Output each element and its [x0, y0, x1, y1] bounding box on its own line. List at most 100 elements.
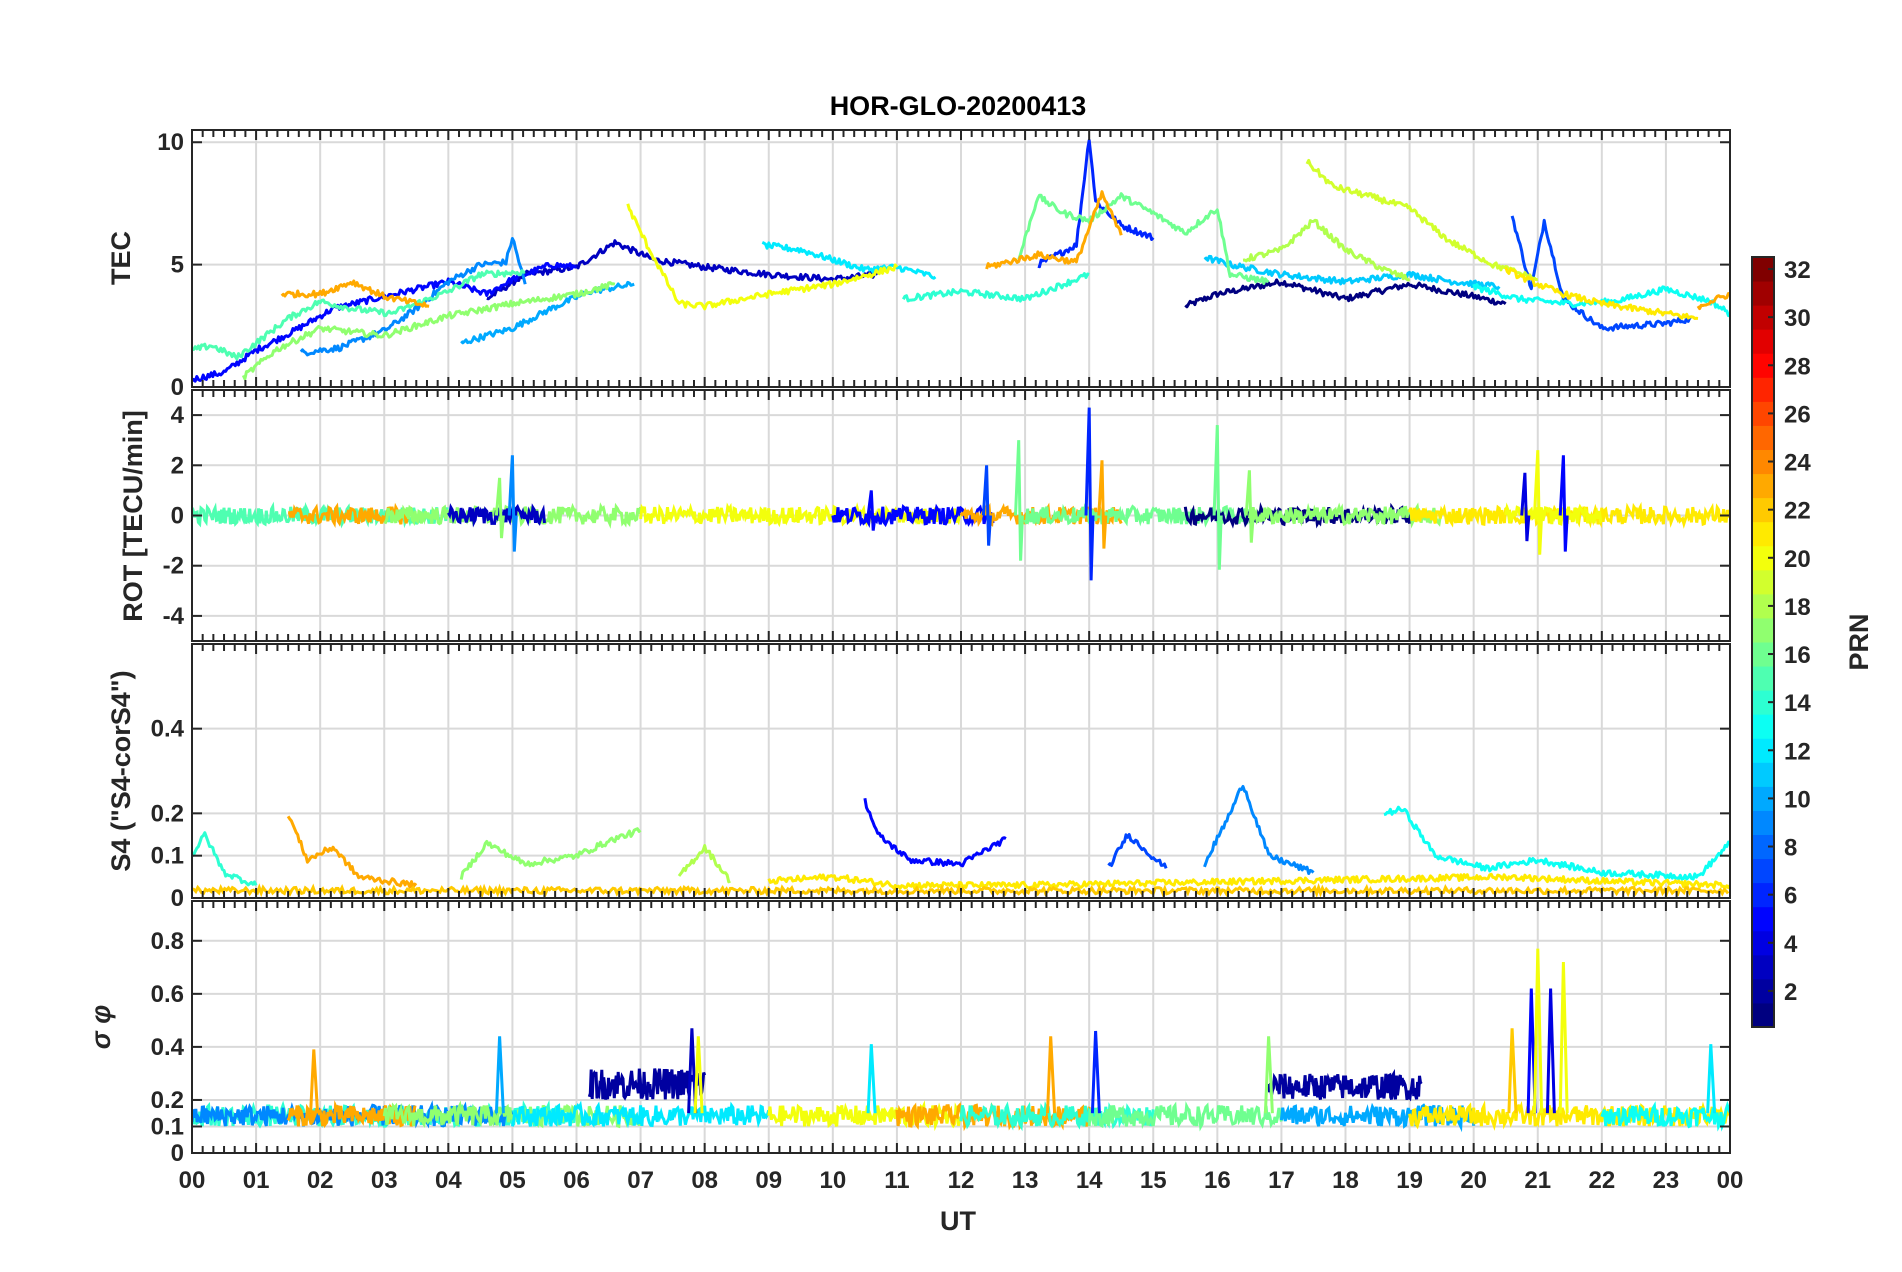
spike-prn-20	[1533, 450, 1544, 555]
spike-prn-5	[866, 490, 877, 531]
colorbar-level	[1752, 690, 1774, 715]
colorbar-tick-label: 28	[1784, 353, 1811, 380]
series-line-prn-23	[280, 279, 430, 308]
colorbar-level	[1752, 425, 1774, 450]
colorbar-level	[1752, 954, 1774, 980]
x-tick-label: 05	[499, 1167, 526, 1194]
y-tick-label: -2	[163, 553, 184, 580]
rot-trace-prn-5	[831, 503, 995, 528]
rot-trace-prn-3	[447, 503, 546, 528]
spike-prn-20	[1558, 961, 1569, 1114]
colorbar-level	[1752, 473, 1774, 499]
colorbar-level	[1752, 642, 1774, 667]
y-tick-label: 0.8	[151, 928, 184, 955]
colorbar-level	[1752, 305, 1774, 330]
y-tick-label: 0.1	[151, 1113, 184, 1140]
y-tick-label: 5	[171, 252, 184, 279]
spike-prn-17	[494, 477, 505, 539]
y-tick-label: 0	[171, 503, 184, 530]
x-tick-label: 07	[627, 1167, 654, 1194]
colorbar-tick-label: 18	[1784, 594, 1811, 621]
spike-prn-16	[1014, 440, 1024, 561]
x-tick-label: 16	[1204, 1167, 1231, 1194]
sigma-trace-prn-23	[286, 1100, 417, 1129]
spike-prn-20	[693, 1036, 704, 1114]
x-tick-label: 08	[691, 1167, 718, 1194]
spike-prn-16	[1212, 425, 1223, 570]
series-group	[192, 407, 1730, 581]
y-tick-label: 4	[171, 402, 185, 429]
y-tick-label: 10	[157, 129, 184, 156]
colorbar-level	[1752, 882, 1774, 908]
colorbar-level	[1752, 569, 1774, 595]
series-group	[192, 138, 1730, 383]
x-tick-label: 09	[755, 1167, 782, 1194]
y-tick-label: 2	[171, 452, 184, 479]
sigma-trace-prn-16	[1087, 1100, 1283, 1132]
colorbar-level	[1752, 786, 1774, 811]
x-axis-label: UT	[940, 1206, 976, 1236]
colorbar-level	[1752, 978, 1774, 1004]
y-tick-label: -4	[163, 603, 185, 630]
y-tick-label: 0	[171, 374, 184, 401]
series-line-prn-15	[192, 269, 526, 361]
colorbar-level	[1752, 666, 1774, 691]
series-line-prn-12	[761, 241, 937, 280]
series-line-prn-18	[677, 844, 731, 884]
colorbar-tick-label: 4	[1784, 931, 1798, 958]
colorbar-level	[1752, 401, 1774, 426]
x-tick-label: 00	[1717, 1167, 1744, 1194]
spike-prn-4	[1520, 472, 1531, 542]
spike-prn-6	[1090, 1030, 1101, 1114]
colorbar-level	[1752, 329, 1774, 354]
colorbar-level	[1752, 377, 1774, 402]
colorbar-tick-label: 16	[1784, 642, 1811, 669]
sigma-trace-prn-13	[1600, 1100, 1730, 1132]
spike-prn-20	[1533, 948, 1544, 1114]
colorbar-level	[1752, 257, 1774, 282]
x-tick-label: 11	[884, 1167, 909, 1194]
x-tick-label: 22	[1588, 1167, 1615, 1194]
y-tick-label: 0	[171, 1140, 184, 1167]
spike-prn-17	[1244, 470, 1255, 543]
colorbar-level	[1752, 449, 1774, 475]
x-tick-label: 20	[1460, 1167, 1487, 1194]
series-line-prn-14	[901, 272, 1090, 303]
colorbar-level	[1752, 858, 1774, 884]
series-line-prn-21	[767, 872, 1730, 890]
colorbar-level	[1752, 617, 1774, 643]
x-ticks	[191, 901, 1731, 1153]
colorbar-level	[1752, 521, 1774, 547]
colorbar-tick-label: 24	[1784, 450, 1811, 477]
y-axis-labels: TEC ROT [TECU/min] S4 ("S4-corS4") σ φ	[86, 231, 148, 1049]
colorbar-frame	[1751, 256, 1775, 1028]
panel-rot: -4 -2 0 2 4	[163, 389, 1731, 642]
x-tick-label: 12	[948, 1167, 975, 1194]
spike-prn-17	[1263, 1036, 1274, 1114]
sigma-trace-prn-17	[382, 1100, 643, 1129]
series-line-prn-23	[1696, 292, 1730, 311]
colorbar-level	[1752, 834, 1774, 860]
y-axis-label-tec: TEC	[106, 231, 136, 285]
spike-prn-12	[866, 1044, 877, 1114]
colorbar-level	[1752, 545, 1774, 571]
spike-prn-6	[1084, 407, 1095, 581]
y-axis-label-s4: S4 ("S4-corS4")	[106, 670, 136, 871]
colorbar-level	[1752, 593, 1774, 619]
y-tick-label: 0.1	[151, 843, 184, 870]
colorbar-tick-label: 20	[1784, 546, 1811, 573]
x-tick-labels: 00 01 02 03 04 05 06 07 08 09 10 11 12 13 14 15 16 17 18 19…	[179, 1167, 1744, 1194]
colorbar-level	[1752, 810, 1774, 835]
colorbar-level	[1752, 1002, 1774, 1028]
series-line-prn-9	[1203, 785, 1315, 875]
sigma-trace-prn-12	[510, 1100, 771, 1129]
series-line-prn-23	[286, 815, 418, 889]
spike-prn-23	[1097, 460, 1108, 549]
y-tick-label: 0.6	[151, 981, 184, 1008]
spike-prn-23	[309, 1049, 320, 1114]
spike-prn-23	[1046, 1036, 1057, 1114]
colorbar-tick-label: 6	[1784, 883, 1797, 910]
sigma-burst	[587, 1068, 707, 1101]
spike-prn-10	[494, 1036, 505, 1114]
